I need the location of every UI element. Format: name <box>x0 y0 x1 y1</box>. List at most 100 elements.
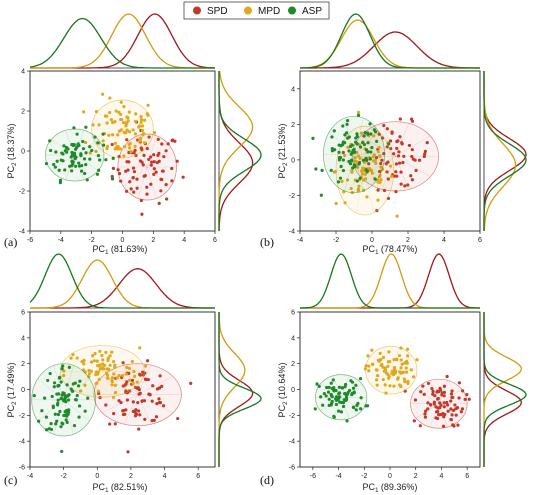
data-point-asp <box>61 152 65 156</box>
data-point-mpd <box>139 118 144 122</box>
data-point-asp <box>44 161 49 166</box>
data-point-asp <box>354 383 358 387</box>
data-point-asp <box>65 383 69 387</box>
data-point-asp <box>327 397 331 401</box>
ellipse-ray <box>63 399 90 422</box>
data-point-spd <box>436 396 440 401</box>
ellipse-ray <box>102 394 138 414</box>
legend-label-mpd: MPD <box>258 6 280 17</box>
right-density-spd <box>483 312 522 467</box>
data-point-asp <box>337 385 342 389</box>
x-tick-label: -2 <box>61 473 67 480</box>
data-point-asp <box>373 130 378 134</box>
ellipse-ray <box>364 170 389 197</box>
data-point-spd <box>123 412 127 416</box>
data-point-spd <box>159 177 163 181</box>
data-point-spd <box>412 419 416 423</box>
y-tick-label: 0 <box>291 387 295 394</box>
data-point-mpd <box>96 372 100 376</box>
data-point-asp <box>334 395 339 399</box>
data-point-spd <box>119 179 123 183</box>
data-point-spd <box>125 138 129 142</box>
right-density-asp <box>483 312 527 467</box>
legend-label-spd: SPD <box>207 6 228 17</box>
data-point-mpd <box>395 357 399 361</box>
data-point-mpd <box>94 110 99 114</box>
data-point-mpd <box>98 349 102 353</box>
data-point-spd <box>399 170 403 174</box>
data-point-spd <box>149 155 153 159</box>
data-point-spd <box>445 374 449 379</box>
data-point-spd <box>402 154 406 158</box>
data-point-spd <box>394 170 398 174</box>
data-point-mpd <box>372 134 376 138</box>
data-point-mpd <box>107 133 111 137</box>
data-point-asp <box>339 410 344 414</box>
y-tick-label: -4 <box>19 229 25 236</box>
data-point-spd <box>439 412 443 417</box>
data-point-asp <box>350 158 354 162</box>
data-point-asp <box>338 400 342 404</box>
y-tick-label: -2 <box>19 413 25 420</box>
ellipse-ray <box>74 139 99 156</box>
data-point-mpd <box>102 363 106 367</box>
data-point-spd <box>138 159 143 163</box>
data-point-mpd <box>400 362 404 366</box>
data-point-spd <box>395 174 399 178</box>
data-point-asp <box>368 122 372 126</box>
data-point-mpd <box>365 195 369 199</box>
data-point-mpd <box>106 376 110 380</box>
data-point-spd <box>143 417 147 421</box>
data-point-asp <box>343 392 347 396</box>
data-point-spd <box>418 424 422 428</box>
data-point-asp <box>338 391 342 395</box>
data-point-mpd <box>399 346 403 350</box>
data-point-asp <box>52 381 57 385</box>
data-point-asp <box>71 382 75 386</box>
data-point-mpd <box>130 359 134 364</box>
data-point-spd <box>98 396 102 400</box>
right-density-mpd <box>218 312 246 467</box>
data-point-mpd <box>142 118 147 122</box>
data-point-mpd <box>363 172 367 176</box>
data-point-asp <box>49 422 53 426</box>
data-point-asp <box>71 389 75 393</box>
data-point-mpd <box>100 366 104 370</box>
data-point-spd <box>413 398 418 402</box>
data-point-spd <box>398 161 402 165</box>
y-axis-label: PC2 (10.64%) <box>277 363 289 418</box>
data-point-mpd <box>108 354 112 358</box>
data-point-spd <box>411 157 415 161</box>
data-point-asp <box>84 151 88 155</box>
data-point-spd <box>453 403 457 407</box>
data-point-spd <box>131 166 136 170</box>
data-point-mpd <box>376 198 380 202</box>
data-point-asp <box>72 126 76 130</box>
y-tick-label: -6 <box>19 465 25 472</box>
data-point-asp <box>322 392 326 396</box>
data-point-mpd <box>374 161 378 166</box>
data-point-mpd <box>111 359 116 364</box>
data-point-mpd <box>349 186 353 191</box>
data-point-mpd <box>93 352 97 356</box>
data-point-spd <box>399 182 403 186</box>
data-point-spd <box>401 160 405 165</box>
data-point-spd <box>139 146 143 150</box>
data-point-asp <box>84 125 88 129</box>
data-point-spd <box>176 416 180 421</box>
data-point-mpd <box>110 376 115 380</box>
x-tick-label: 6 <box>213 237 217 244</box>
data-point-asp <box>62 413 66 418</box>
data-point-mpd <box>411 375 416 379</box>
data-point-asp <box>85 178 89 182</box>
data-point-asp <box>60 449 64 454</box>
data-point-spd <box>390 131 394 135</box>
data-point-spd <box>129 187 133 191</box>
data-point-asp <box>375 139 379 143</box>
data-point-spd <box>151 384 155 388</box>
data-point-mpd <box>113 383 117 388</box>
data-point-mpd <box>122 154 126 158</box>
data-point-asp <box>80 163 84 168</box>
plot-frame <box>299 311 481 468</box>
data-point-asp <box>84 162 88 167</box>
